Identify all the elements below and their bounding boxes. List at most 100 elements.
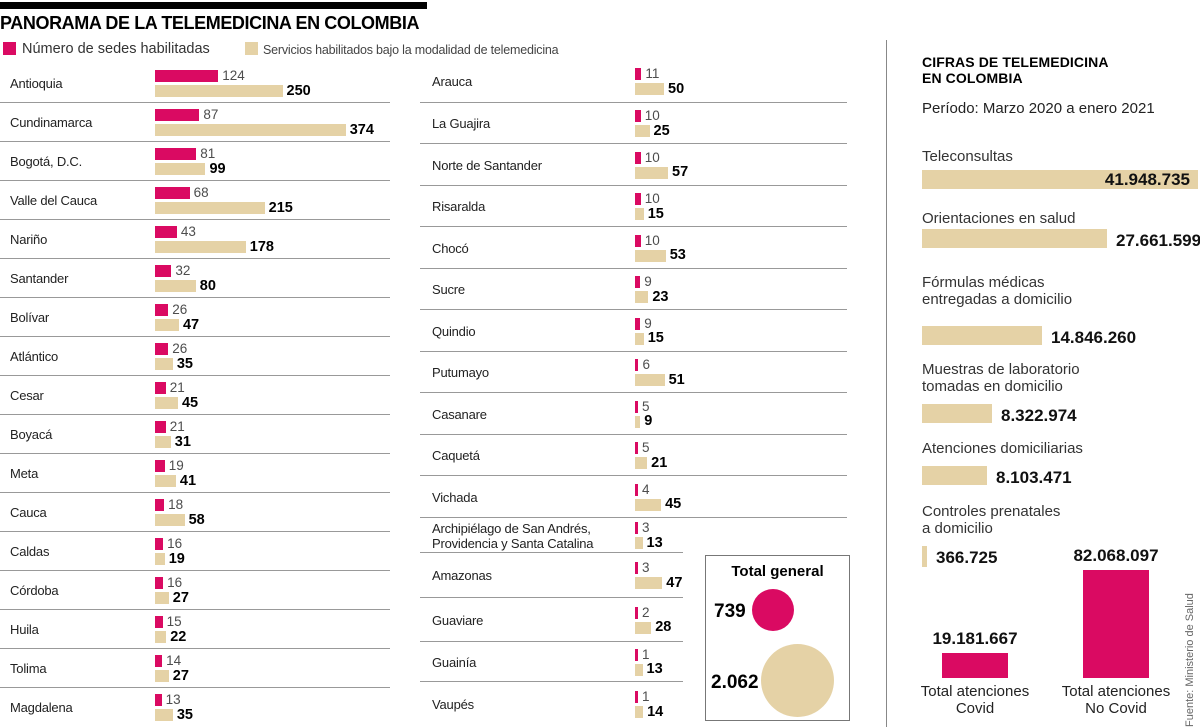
bar-line-servicios: 21: [635, 456, 667, 471]
servicios-value: 250: [286, 82, 311, 99]
bar-line-servicios: 80: [155, 279, 216, 294]
stat-value: 8.322.974: [1001, 406, 1077, 425]
dept-label: Santander: [10, 271, 69, 286]
sedes-bar: [635, 691, 638, 703]
servicios-value: 53: [669, 247, 686, 264]
right-panel-period: Período: Marzo 2020 a enero 2021: [922, 100, 1155, 117]
stat-label-line: Muestras de laboratorio: [922, 361, 1080, 378]
dept-row-cauca: Cauca 18 58: [0, 493, 390, 532]
stat-label-line: entregadas a domicilio: [922, 291, 1073, 308]
dept-label: Vichada: [432, 489, 478, 505]
sedes-bar: [635, 400, 638, 413]
servicios-value: 58: [188, 511, 205, 528]
bar-line-servicios: 22: [155, 630, 186, 645]
dept-bars: 1 13: [635, 647, 663, 677]
dept-row-bol-var: Bolívar 26 47: [0, 298, 390, 337]
servicios-bar: [635, 166, 669, 179]
bar-line-sedes: 10: [635, 233, 686, 248]
sedes-bar: [635, 522, 638, 534]
dept-label: Archipiélago de San Andrés, Providencia …: [432, 520, 594, 551]
bar-line-servicios: 178: [155, 240, 274, 255]
row-separator: [420, 392, 847, 393]
servicios-value: 28: [655, 619, 672, 636]
sedes-value: 9: [644, 315, 652, 331]
servicios-value: 13: [646, 661, 663, 678]
bar-line-servicios: 15: [635, 331, 664, 346]
totals-box: Total general 739 2.062: [705, 555, 850, 721]
dept-label: Meta: [10, 466, 39, 481]
bar-line-servicios: 28: [635, 620, 671, 635]
stat-label-line: Fórmulas médicas: [922, 274, 1045, 291]
row-separator: [0, 219, 390, 220]
sedes-value: 81: [200, 146, 216, 162]
sedes-bar: [155, 577, 164, 589]
bar-line-servicios: 13: [635, 662, 663, 677]
sedes-value: 16: [167, 575, 183, 591]
servicios-value: 22: [170, 628, 187, 645]
dept-row-santander: Santander 32 80: [0, 259, 390, 298]
bar-line-sedes: 15: [155, 615, 186, 630]
servicios-bar: [155, 514, 185, 526]
dept-bars: 10 53: [635, 233, 686, 263]
stat-value: 14.846.260: [1051, 328, 1137, 347]
bar-line-sedes: 26: [155, 303, 199, 318]
servicios-value: 9: [644, 413, 653, 430]
sedes-bar: [155, 148, 197, 160]
bar-line-servicios: 15: [635, 207, 664, 222]
dept-row-caldas: Caldas 16 19: [0, 532, 390, 571]
bar-line-sedes: 1: [635, 690, 663, 705]
sedes-bar: [155, 265, 172, 277]
stat-label-line: Controles prenatales: [922, 503, 1061, 520]
stat-value: 366.725: [936, 548, 998, 567]
servicios-bar: [635, 457, 648, 469]
bar-line-sedes: 18: [155, 498, 205, 513]
row-separator: [0, 609, 390, 610]
dept-bars: 21 31: [155, 420, 191, 450]
dept-row-nari-o: Nariño 43 178: [0, 220, 390, 259]
legend-label-servicios: Servicios habilitados bajo la modalidad …: [263, 43, 559, 57]
sedes-value: 14: [166, 653, 182, 669]
bar-line-servicios: 13: [635, 536, 663, 551]
sedes-value: 5: [642, 440, 650, 456]
covid-bar-value: 19.181.667: [932, 629, 1018, 648]
row-separator: [0, 336, 390, 337]
bar-line-servicios: 23: [635, 290, 668, 305]
row-separator: [420, 681, 683, 682]
bar-line-sedes: 5: [635, 441, 667, 456]
dept-row-cesar: Cesar 21 45: [0, 376, 390, 415]
sedes-bar: [635, 68, 642, 80]
row-separator: [0, 492, 390, 493]
servicios-value: 35: [176, 706, 193, 723]
right-panel-title-line2: EN COLOMBIA: [922, 70, 1023, 86]
dept-bars: 9 23: [635, 275, 668, 305]
bar-line-sedes: 14: [155, 654, 189, 669]
servicios-bar: [635, 374, 665, 386]
sedes-bar: [635, 483, 638, 496]
dept-label: Amazonas: [432, 568, 492, 583]
dept-row-amazonas: Amazonas 3 47: [420, 553, 855, 598]
bar-line-sedes: 11: [635, 67, 684, 82]
stat-label-line: Orientaciones en salud: [922, 210, 1076, 227]
covid-bar-total-atenciones-covid: [942, 653, 1008, 678]
servicios-bar: [155, 358, 173, 370]
servicios-value: 47: [182, 316, 200, 333]
dept-row-bogot-d-c: Bogotá, D.C. 81 99: [0, 142, 390, 181]
dept-row-boyac: Boyacá 21 31: [0, 415, 390, 454]
covid-bar-total-atenciones-no-covid: [1083, 570, 1149, 678]
dept-bars: 2 28: [635, 605, 671, 635]
dept-bars: 124 250: [155, 69, 311, 99]
totals-title: Total general: [731, 563, 824, 580]
sedes-bar: [155, 343, 169, 355]
sedes-value: 1: [642, 689, 650, 705]
servicios-bar: [635, 291, 649, 303]
sedes-bar: [635, 648, 638, 661]
servicios-bar: [635, 208, 644, 220]
servicios-bar: [155, 631, 167, 643]
dept-bars: 26 47: [155, 303, 199, 333]
bar-line-sedes: 16: [155, 537, 185, 552]
covid-label-line: Total atenciones: [1061, 683, 1171, 700]
row-separator: [0, 258, 390, 259]
dept-bars: 1 14: [635, 690, 663, 720]
dept-label: Tolima: [10, 661, 47, 676]
